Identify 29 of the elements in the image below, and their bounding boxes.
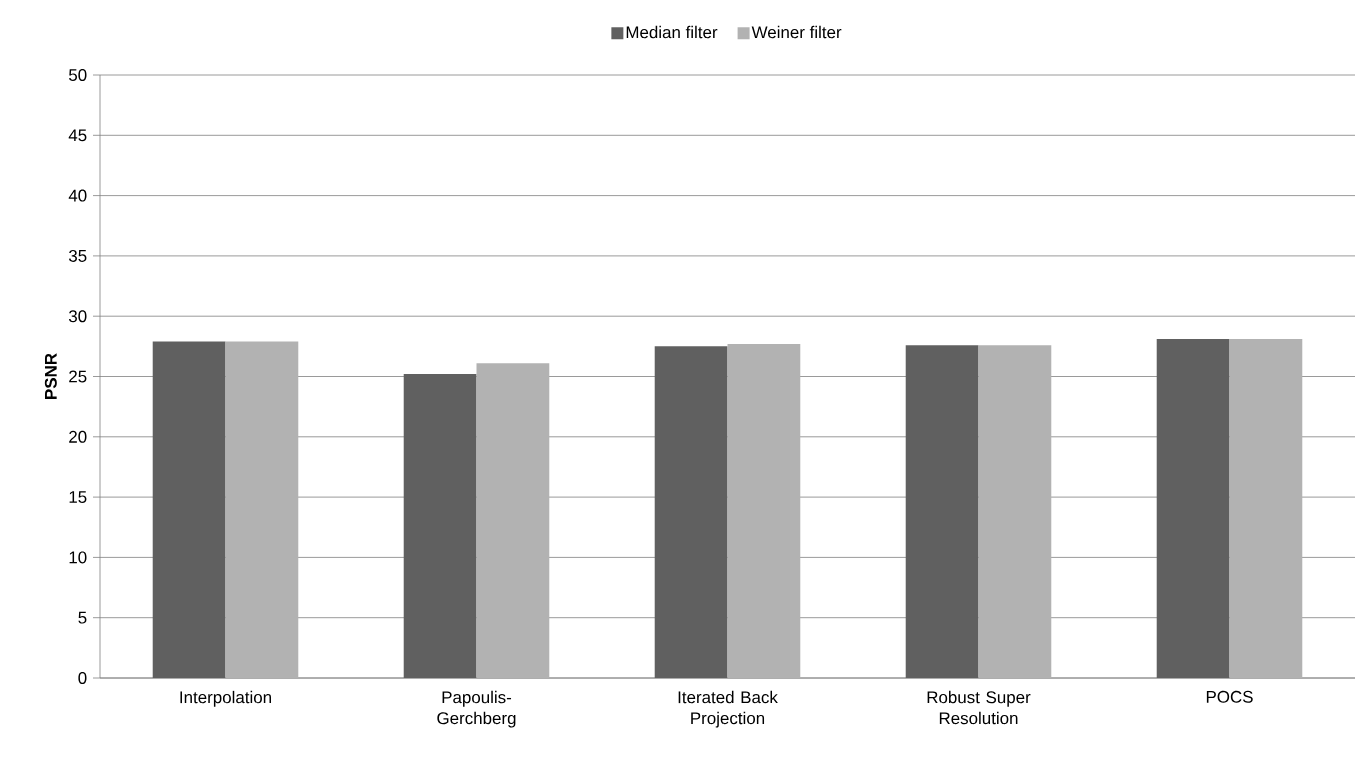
y-tick-label: 10 [69, 551, 87, 564]
y-tick-label: 30 [68, 310, 87, 323]
y-tick-label: 25 [69, 370, 87, 383]
y-tick-label: 5 [78, 611, 87, 624]
bar [476, 363, 550, 678]
y-tick-label: 0 [78, 672, 87, 684]
bar [152, 341, 226, 678]
x-tick-label: Robust Super Resolution [927, 690, 1031, 725]
legend-label: Median filter [626, 25, 718, 39]
bar [727, 343, 801, 678]
bar [905, 345, 979, 678]
bar [978, 345, 1052, 678]
y-tick-label: 40 [68, 189, 87, 202]
x-tick-label: Papoulis-Gerchberg [437, 690, 516, 728]
y-tick-label: 15 [69, 491, 87, 504]
bar [1156, 339, 1230, 678]
y-tick-label: 50 [68, 69, 87, 81]
y-tick-label: 45 [68, 129, 87, 142]
y-tick-label: 20 [69, 430, 87, 443]
x-tick-label: POCS [1206, 690, 1253, 703]
legend-label: Weiner filter [751, 25, 842, 39]
y-axis-title: PSNR [44, 353, 57, 399]
x-tick-label: Iterated Back Projection [678, 690, 778, 728]
bar [403, 374, 477, 678]
bar [1229, 339, 1303, 678]
x-tick-label: Interpolation [180, 690, 271, 707]
bar [225, 341, 299, 678]
y-tick-label: 35 [68, 249, 87, 262]
bar [654, 346, 728, 678]
